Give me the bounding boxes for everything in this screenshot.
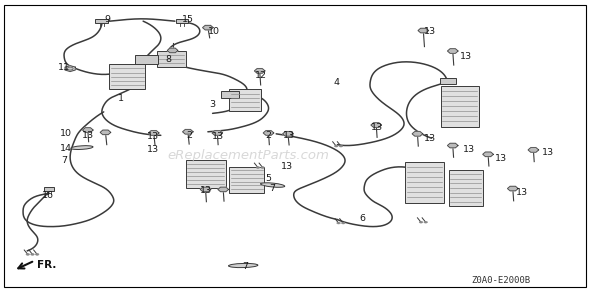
Circle shape <box>424 221 427 223</box>
Bar <box>440 78 456 84</box>
Text: 13: 13 <box>495 154 507 163</box>
Bar <box>405 162 444 203</box>
Bar <box>158 51 185 67</box>
Text: 2: 2 <box>266 131 271 140</box>
Text: 13: 13 <box>424 27 437 36</box>
Bar <box>136 55 158 64</box>
Text: 13: 13 <box>516 188 527 197</box>
Bar <box>448 170 483 206</box>
Text: 4: 4 <box>333 78 339 87</box>
Polygon shape <box>65 66 76 71</box>
Polygon shape <box>412 131 422 136</box>
Text: 10: 10 <box>60 129 71 138</box>
Polygon shape <box>254 69 265 73</box>
Text: 13: 13 <box>460 52 472 61</box>
Circle shape <box>35 253 39 255</box>
Text: 13: 13 <box>283 131 295 140</box>
Polygon shape <box>182 129 193 134</box>
Bar <box>441 86 479 126</box>
Circle shape <box>26 253 30 255</box>
Text: 12: 12 <box>255 71 267 80</box>
Polygon shape <box>371 123 382 127</box>
Text: 7: 7 <box>242 262 248 271</box>
Text: 13: 13 <box>371 123 384 133</box>
Text: 2: 2 <box>186 131 192 140</box>
Text: 14: 14 <box>60 144 71 153</box>
Polygon shape <box>447 143 458 148</box>
Circle shape <box>335 145 338 147</box>
Text: 13: 13 <box>199 186 212 196</box>
Circle shape <box>342 222 345 224</box>
Polygon shape <box>83 128 93 132</box>
Ellipse shape <box>261 183 285 187</box>
Circle shape <box>337 222 340 224</box>
Bar <box>44 187 54 191</box>
Text: 11: 11 <box>58 64 70 73</box>
Polygon shape <box>212 131 222 135</box>
Text: 1: 1 <box>119 94 124 103</box>
Text: Z0A0-E2000B: Z0A0-E2000B <box>471 275 531 285</box>
Ellipse shape <box>71 146 93 149</box>
Text: 9: 9 <box>105 15 111 24</box>
Polygon shape <box>149 131 159 135</box>
Bar <box>109 64 146 89</box>
Text: eReplacementParts.com: eReplacementParts.com <box>167 149 329 162</box>
Text: 8: 8 <box>165 55 172 64</box>
Text: 7: 7 <box>270 184 276 193</box>
Polygon shape <box>218 187 228 192</box>
Polygon shape <box>200 187 211 192</box>
Text: 6: 6 <box>360 214 366 223</box>
Circle shape <box>256 167 260 168</box>
Circle shape <box>339 145 343 147</box>
Polygon shape <box>447 49 458 53</box>
Text: 13: 13 <box>82 131 94 140</box>
Bar <box>185 160 225 188</box>
Polygon shape <box>507 186 518 191</box>
Polygon shape <box>263 131 274 135</box>
Text: 13: 13 <box>463 146 475 154</box>
Circle shape <box>31 253 34 255</box>
Bar <box>229 89 261 111</box>
Bar <box>175 19 188 23</box>
Text: 15: 15 <box>182 15 194 24</box>
Text: 7: 7 <box>61 156 67 165</box>
Polygon shape <box>100 130 111 135</box>
Polygon shape <box>202 25 213 30</box>
Text: 13: 13 <box>146 132 159 141</box>
Circle shape <box>419 221 422 223</box>
Text: 13: 13 <box>424 134 437 143</box>
Polygon shape <box>528 148 539 152</box>
Text: 10: 10 <box>208 27 219 36</box>
Polygon shape <box>283 131 293 136</box>
Circle shape <box>261 167 264 168</box>
Text: 13: 13 <box>542 148 554 157</box>
Bar <box>221 91 239 98</box>
Ellipse shape <box>228 263 258 268</box>
Bar <box>96 19 109 23</box>
Text: FR.: FR. <box>37 260 57 270</box>
Text: 13: 13 <box>212 132 225 141</box>
Polygon shape <box>418 28 428 33</box>
Text: 16: 16 <box>42 191 54 200</box>
Text: 13: 13 <box>146 146 159 154</box>
Bar <box>229 167 264 193</box>
Text: 3: 3 <box>209 100 216 109</box>
Polygon shape <box>483 152 493 157</box>
Text: 5: 5 <box>266 174 271 183</box>
Polygon shape <box>168 48 178 53</box>
Text: 13: 13 <box>281 161 293 171</box>
